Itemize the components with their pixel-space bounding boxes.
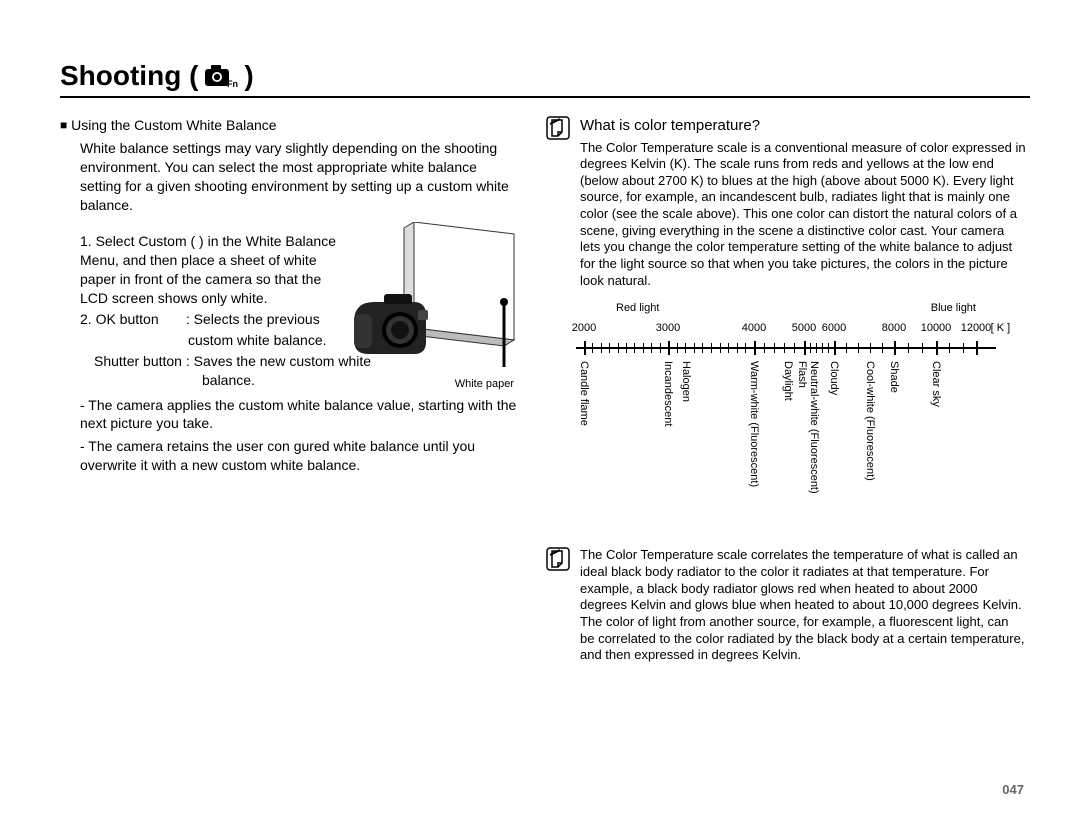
right-column: What is color temperature? The Color Tem… xyxy=(546,116,1026,674)
tick-minor xyxy=(745,343,746,353)
step2: 2. OK button : Selects the previous xyxy=(80,310,340,329)
axis-line xyxy=(576,347,996,349)
tick-minor xyxy=(922,343,923,353)
tick-minor xyxy=(601,343,602,353)
tick-minor xyxy=(626,343,627,353)
page-number: 047 xyxy=(1002,782,1024,797)
tick-minor xyxy=(774,343,775,353)
tick-minor xyxy=(592,343,593,353)
scale-number: 5000 xyxy=(792,321,816,335)
scale-number: 12000 xyxy=(961,321,992,335)
tick-minor xyxy=(882,343,883,353)
scale-source-label: Warm-white (Fluorescent) xyxy=(747,361,761,487)
tick-minor xyxy=(870,343,871,353)
scale-number: 8000 xyxy=(882,321,906,335)
tick-minor xyxy=(643,343,644,353)
tick-major xyxy=(668,341,670,355)
note-2: The Color Temperature scale correlates t… xyxy=(546,547,1026,663)
tick-minor xyxy=(728,343,729,353)
step2c: custom white balance. xyxy=(80,331,340,350)
title-text: Shooting ( xyxy=(60,60,198,92)
tick-minor xyxy=(810,343,811,353)
scale-source-label: Daylight xyxy=(781,361,795,401)
scale-source-label: Candle flame xyxy=(577,361,591,426)
tick-major xyxy=(584,341,586,355)
scale-source-label: Incandescent xyxy=(661,361,675,426)
tick-minor xyxy=(784,343,785,353)
tick-minor xyxy=(634,343,635,353)
tick-major xyxy=(834,341,836,355)
camera-fn-icon: Fn xyxy=(204,63,238,89)
tick-major xyxy=(976,341,978,355)
tick-major xyxy=(936,341,938,355)
tick-minor xyxy=(711,343,712,353)
left-column: ■ Using the Custom White Balance White b… xyxy=(60,116,520,674)
tick-minor xyxy=(660,343,661,353)
tick-major xyxy=(804,341,806,355)
bullet2: - The camera retains the user con gured … xyxy=(80,437,520,475)
color-temp-scale: Red light Blue light 2000300040005000600… xyxy=(576,301,1016,531)
tick-minor xyxy=(651,343,652,353)
tick-major xyxy=(754,341,756,355)
tick-minor xyxy=(846,343,847,353)
tick-minor xyxy=(618,343,619,353)
chapter-title: Shooting ( Fn ) xyxy=(60,60,1030,98)
illus-caption: White paper xyxy=(455,377,514,392)
tick-minor xyxy=(737,343,738,353)
tick-minor xyxy=(609,343,610,353)
tick-minor xyxy=(828,343,829,353)
scale-source-label: Clear sky xyxy=(929,361,943,407)
subhead: ■ Using the Custom White Balance xyxy=(60,116,520,135)
scale-source-label: Neutral-white (Fluorescent) xyxy=(807,361,821,494)
note1-text: The Color Temperature scale is a convent… xyxy=(580,140,1026,290)
scale-source-label: Cloudy xyxy=(827,361,841,395)
camera-illustration xyxy=(344,222,524,382)
scale-source-label: Halogen xyxy=(679,361,693,402)
step1: 1. Select Custom ( ) in the White Balanc… xyxy=(80,232,340,308)
note-icon xyxy=(546,116,570,140)
scale-number: 4000 xyxy=(742,321,766,335)
tick-minor xyxy=(822,343,823,353)
tick-minor xyxy=(702,343,703,353)
intro-text: White balance settings may vary slightly… xyxy=(60,139,520,215)
scale-number: 10000 xyxy=(921,321,952,335)
tick-minor xyxy=(858,343,859,353)
scale-unit: [ K ] xyxy=(991,321,1011,335)
tick-minor xyxy=(794,343,795,353)
svg-text:Fn: Fn xyxy=(227,79,238,89)
subhead-text: Using the Custom White Balance xyxy=(71,117,276,133)
scale-blue-label: Blue light xyxy=(931,301,976,315)
scale-number: 3000 xyxy=(656,321,680,335)
note2-text: The Color Temperature scale correlates t… xyxy=(580,547,1026,663)
tick-minor xyxy=(720,343,721,353)
tick-minor xyxy=(694,343,695,353)
bullet1: - The camera applies the custom white ba… xyxy=(80,396,520,434)
scale-number: 2000 xyxy=(572,321,596,335)
tick-minor xyxy=(764,343,765,353)
scale-number: 6000 xyxy=(822,321,846,335)
scale-source-label: Cool-white (Fluorescent) xyxy=(863,361,877,481)
tick-minor xyxy=(949,343,950,353)
tick-minor xyxy=(677,343,678,353)
scale-red-label: Red light xyxy=(616,301,659,315)
title-close: ) xyxy=(244,60,253,92)
scale-source-label: Shade xyxy=(887,361,901,393)
note1-title: What is color temperature? xyxy=(580,116,1026,136)
note-icon xyxy=(546,547,570,571)
tick-minor xyxy=(685,343,686,353)
tick-major xyxy=(894,341,896,355)
bullet-square-icon: ■ xyxy=(60,118,67,132)
tick-minor xyxy=(908,343,909,353)
tick-minor xyxy=(816,343,817,353)
tick-minor xyxy=(963,343,964,353)
note-1: What is color temperature? The Color Tem… xyxy=(546,116,1026,289)
